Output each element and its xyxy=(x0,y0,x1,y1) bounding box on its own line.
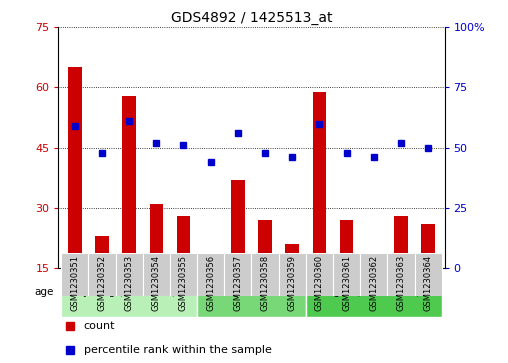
Bar xyxy=(360,253,388,296)
Bar xyxy=(312,91,326,268)
Text: GSM1230363: GSM1230363 xyxy=(397,255,405,311)
Bar xyxy=(149,204,163,268)
Bar xyxy=(204,264,217,268)
Text: GSM1230355: GSM1230355 xyxy=(179,255,188,311)
Bar xyxy=(177,216,190,268)
Bar xyxy=(68,68,81,268)
Bar xyxy=(422,224,435,268)
Bar xyxy=(61,253,88,296)
Bar xyxy=(333,253,360,296)
Bar xyxy=(197,253,224,296)
Bar xyxy=(279,253,306,296)
Bar xyxy=(61,268,197,317)
Bar xyxy=(367,260,380,268)
Text: GSM1230360: GSM1230360 xyxy=(315,255,324,311)
Bar xyxy=(388,253,415,296)
Text: count: count xyxy=(83,321,115,331)
Text: GSM1230353: GSM1230353 xyxy=(124,255,134,311)
Bar xyxy=(415,253,442,296)
Bar xyxy=(197,268,306,317)
Text: GSM1230354: GSM1230354 xyxy=(152,255,161,311)
Bar xyxy=(306,268,442,317)
Text: middle aged (12 months): middle aged (12 months) xyxy=(194,288,309,297)
Bar xyxy=(122,95,136,268)
Text: GSM1230356: GSM1230356 xyxy=(206,255,215,311)
Bar xyxy=(88,253,115,296)
Text: aged (24 months): aged (24 months) xyxy=(327,287,421,297)
Bar xyxy=(224,253,251,296)
Bar xyxy=(143,253,170,296)
Bar xyxy=(231,180,245,268)
Text: GSM1230358: GSM1230358 xyxy=(261,255,270,311)
Bar xyxy=(306,253,333,296)
Bar xyxy=(394,216,408,268)
Text: young (2 months): young (2 months) xyxy=(83,287,176,297)
Text: GSM1230351: GSM1230351 xyxy=(70,255,79,311)
Bar xyxy=(285,244,299,268)
Bar xyxy=(95,236,109,268)
Text: GSM1230359: GSM1230359 xyxy=(288,255,297,311)
Text: GSM1230362: GSM1230362 xyxy=(369,255,378,311)
Text: percentile rank within the sample: percentile rank within the sample xyxy=(83,345,271,355)
Bar xyxy=(251,253,279,296)
Text: GSM1230357: GSM1230357 xyxy=(233,255,242,311)
Text: GSM1230352: GSM1230352 xyxy=(98,255,106,311)
Title: GDS4892 / 1425513_at: GDS4892 / 1425513_at xyxy=(171,11,332,25)
Bar xyxy=(115,253,143,296)
Bar xyxy=(340,220,354,268)
Bar xyxy=(258,220,272,268)
Text: age: age xyxy=(34,287,53,297)
Text: GSM1230364: GSM1230364 xyxy=(424,255,433,311)
Text: GSM1230361: GSM1230361 xyxy=(342,255,351,311)
Bar xyxy=(170,253,197,296)
